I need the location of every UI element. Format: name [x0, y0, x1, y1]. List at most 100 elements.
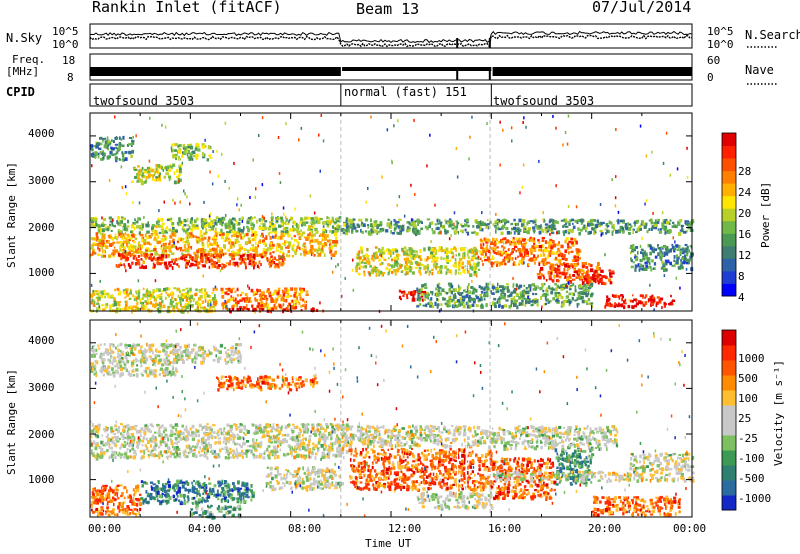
echo-cell — [287, 231, 290, 234]
echo-cell — [138, 169, 141, 172]
echo-cell — [214, 265, 217, 268]
echo-cell — [654, 225, 658, 230]
echo-cell — [345, 217, 349, 222]
echo-cell — [318, 248, 321, 252]
echo-cell — [564, 225, 569, 228]
echo-cell — [591, 277, 595, 280]
echo-cell — [607, 225, 610, 228]
echo-cell — [502, 241, 505, 245]
echo-cell — [174, 449, 178, 454]
echo-cell — [634, 254, 637, 257]
echo-cell — [572, 225, 576, 229]
echo-cell — [378, 230, 380, 234]
echo-cell — [394, 220, 397, 224]
echo-cell — [195, 143, 199, 147]
echo-cell — [583, 291, 587, 295]
echo-cell — [127, 252, 131, 256]
echo-cell — [131, 144, 133, 147]
echo-cell — [589, 222, 593, 226]
echo-cell — [381, 261, 384, 265]
echo-cell — [421, 221, 423, 224]
echo-cell — [669, 173, 672, 177]
echo-cell — [193, 219, 197, 224]
echo-cell — [219, 250, 221, 255]
echo-cell — [310, 226, 315, 229]
echo-cell — [490, 263, 494, 268]
echo-cell — [196, 240, 198, 244]
echo-cell — [145, 247, 149, 250]
echo-cell — [143, 306, 147, 310]
echo-cell — [418, 262, 422, 267]
echo-cell — [253, 238, 257, 242]
echo-cell — [458, 292, 463, 296]
echo-cell — [416, 287, 419, 292]
echo-cell — [101, 223, 105, 228]
echo-cell — [325, 234, 329, 238]
echo-cell — [285, 229, 289, 234]
echo-cell — [402, 251, 407, 255]
echo-cell — [405, 253, 409, 256]
echo-cell — [591, 292, 594, 296]
echo-cell — [416, 218, 420, 223]
echo-cell — [160, 227, 165, 231]
echo-cell — [311, 251, 315, 255]
echo-cell — [410, 261, 413, 265]
echo-cell — [620, 294, 624, 297]
echo-cell — [435, 256, 439, 259]
echo-cell — [183, 256, 186, 260]
echo-cell — [291, 237, 293, 240]
echo-cell — [103, 250, 106, 254]
echo-cell — [582, 262, 587, 265]
echo-cell — [481, 303, 484, 307]
echo-cell — [303, 253, 305, 257]
echo-cell — [653, 298, 656, 303]
echo-cell — [269, 265, 272, 268]
echo-cell — [641, 294, 645, 297]
echo-cell — [260, 263, 262, 267]
echo-cell — [500, 231, 504, 235]
echo-cell — [117, 253, 121, 257]
echo-cell — [471, 115, 473, 119]
echo-cell — [385, 229, 389, 233]
echo-cell — [273, 437, 276, 442]
echo-cell — [246, 295, 249, 299]
echo-cell — [679, 250, 683, 254]
echo-cell — [279, 448, 282, 452]
echo-cell — [197, 261, 200, 265]
echo-cell — [502, 128, 504, 132]
echo-cell — [562, 230, 566, 234]
echo-cell — [472, 262, 476, 267]
echo-cell — [397, 267, 401, 270]
echo-cell — [296, 240, 299, 244]
echo-cell — [111, 237, 114, 241]
echo-cell — [500, 239, 503, 242]
echo-cell — [323, 233, 327, 237]
echo-cell — [107, 235, 110, 238]
echo-cell — [130, 245, 133, 249]
echo-cell — [113, 153, 117, 156]
echo-cell — [626, 227, 629, 231]
echo-cell — [310, 234, 314, 239]
echo-cell — [554, 256, 558, 260]
echo-cell — [136, 176, 139, 180]
echo-cell — [451, 227, 455, 230]
echo-cell — [553, 227, 557, 231]
echo-cell — [459, 297, 462, 301]
echo-cell — [456, 304, 459, 308]
freq-band-2 — [342, 67, 492, 71]
echo-cell — [530, 220, 533, 223]
echo-cell — [174, 201, 176, 205]
echo-cell — [417, 290, 421, 293]
echo-cell — [100, 290, 104, 295]
echo-cell — [428, 293, 430, 297]
echo-cell — [134, 168, 138, 171]
echo-cell — [109, 223, 111, 227]
echo-cell — [567, 229, 570, 233]
echo-cell — [652, 296, 656, 300]
echo-cell — [97, 253, 101, 256]
echo-cell — [552, 288, 556, 291]
echo-cell — [493, 302, 496, 307]
echo-cell — [621, 226, 624, 229]
echo-cell — [435, 258, 439, 262]
echo-cell — [321, 247, 323, 251]
